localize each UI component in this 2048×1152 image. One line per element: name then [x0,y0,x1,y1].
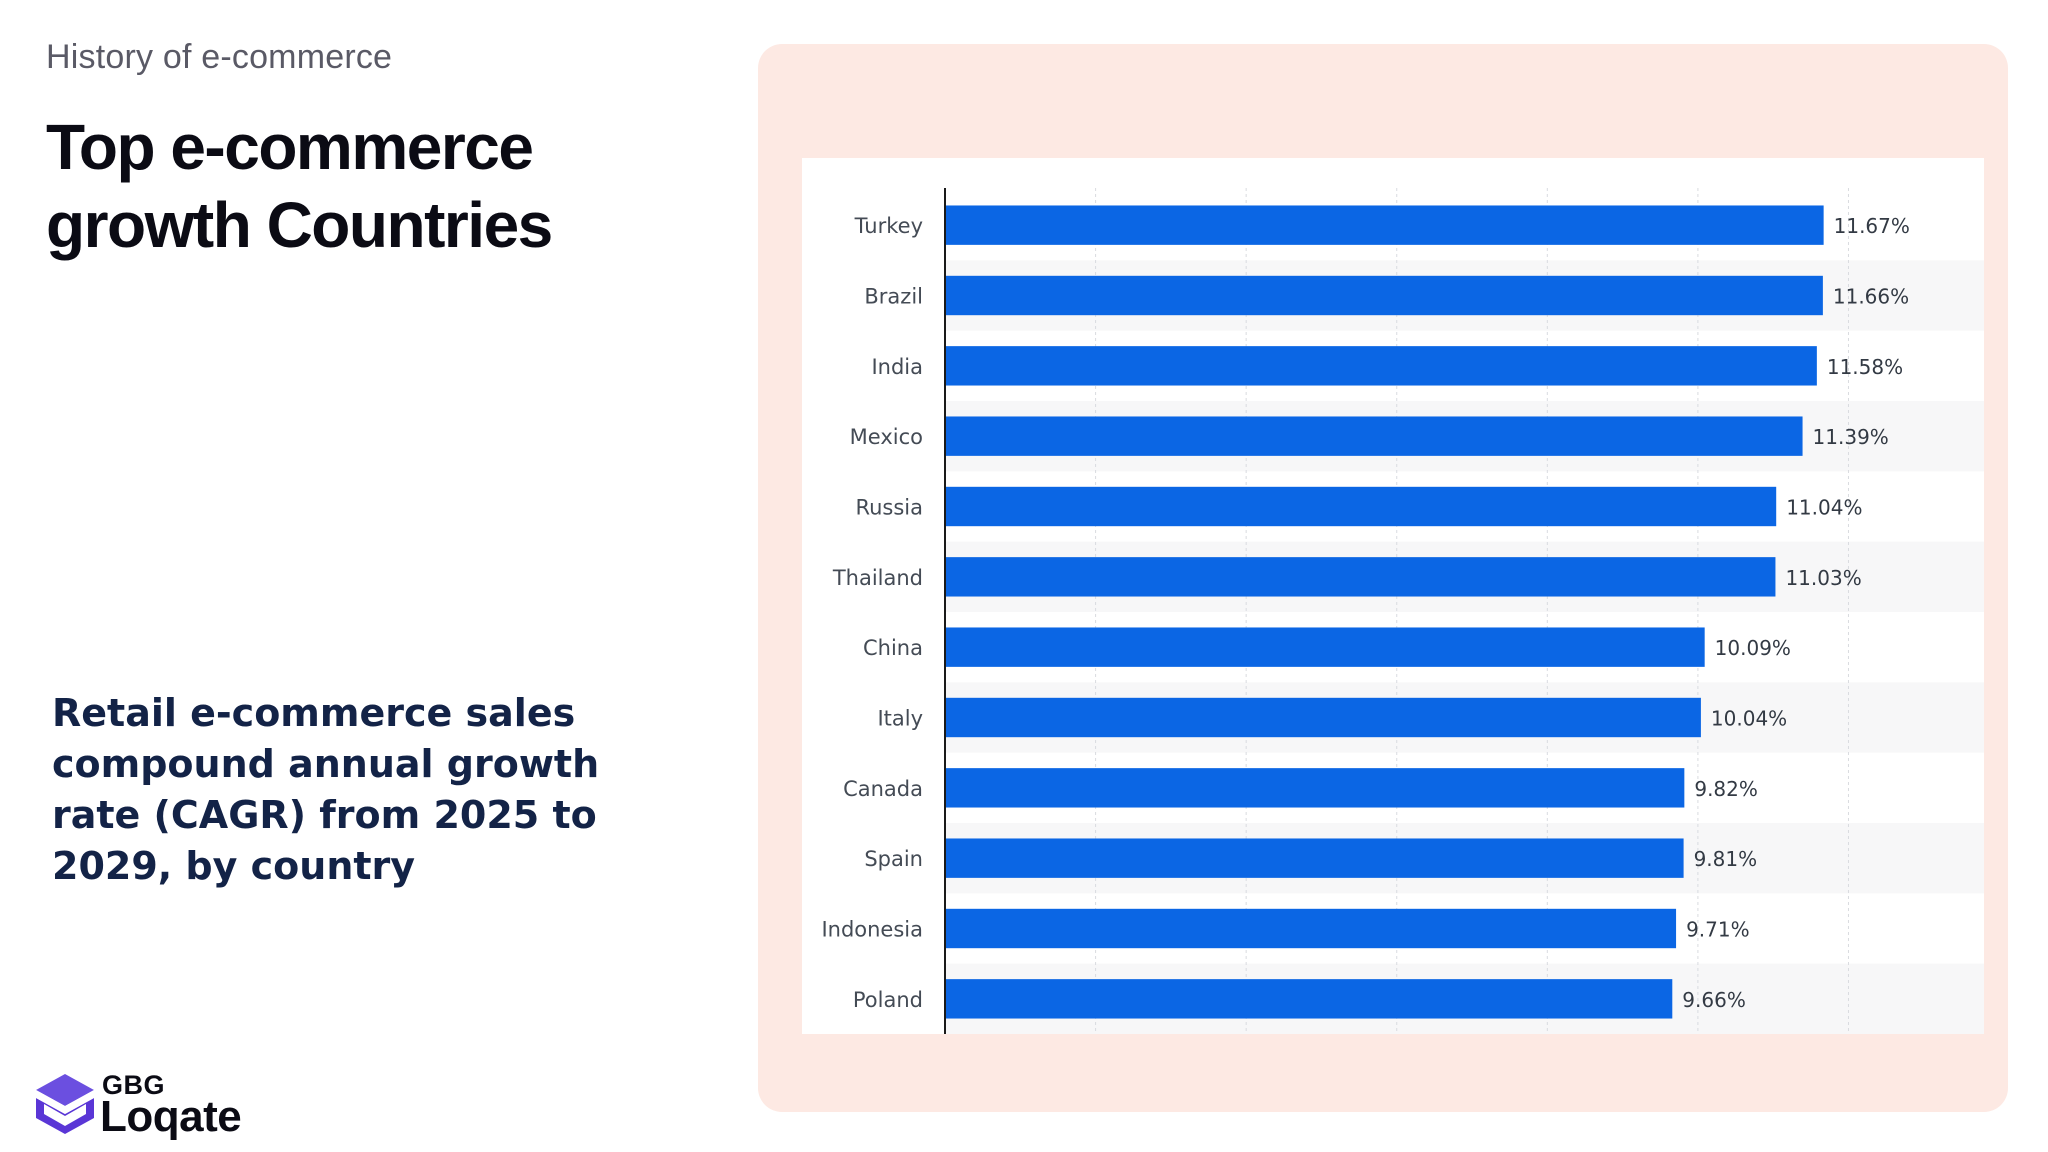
value-label: 9.81% [1694,847,1758,871]
bar-spain [945,838,1684,878]
bar-brazil [945,275,1823,316]
value-label: 9.71% [1686,918,1750,942]
bar-russia [945,486,1777,527]
category-label: Italy [877,707,923,731]
bar-chart: Turkey 11.67% Brazil 11.66% India 11.58% Mexic… [821,188,1984,1034]
brand-logo: GBG Loqate [32,1066,272,1141]
bar-turkey [945,205,1824,245]
value-label: 11.67% [1834,214,1910,238]
bar-india [945,346,1817,386]
chart-card: Turkey 11.67% Brazil 11.66% India 11.58% Mexic… [802,158,1984,1034]
chart-description: Retail e-commerce sales compound annual … [52,691,600,888]
bar-indonesia [945,908,1677,949]
value-label: 11.58% [1827,355,1903,379]
category-label: India [871,355,923,379]
section-eyebrow: History of e-commerce [46,38,393,76]
bar-italy [945,697,1701,738]
value-label: 11.39% [1813,425,1889,449]
slide-title: Top e-commerce growth Countries [46,108,686,264]
logo-gbg-text: GBG [102,1070,166,1100]
value-label: 9.66% [1682,988,1746,1012]
bar-canada [945,768,1685,808]
bar-thailand [945,557,1776,597]
value-label: 11.66% [1833,285,1909,309]
category-label: Canada [843,777,923,801]
value-label: 11.03% [1785,566,1861,590]
category-label: Turkey [854,214,923,238]
category-label: China [863,636,923,660]
category-label: Indonesia [821,918,923,942]
logo-name-text: Loqate [100,1092,242,1141]
category-label: Russia [855,496,923,520]
slide-title-line-1: Top e-commerce [46,111,534,183]
category-label: Spain [864,847,923,871]
category-label: Thailand [832,566,923,590]
category-label: Mexico [850,425,923,449]
gbg-loqate-logo-icon [36,1074,94,1134]
value-label: 9.82% [1694,777,1758,801]
value-label: 10.04% [1711,707,1787,731]
bar-mexico [945,416,1803,456]
slide-title-line-2: growth Countries [46,189,553,261]
category-label: Brazil [864,285,923,309]
value-label: 10.09% [1715,636,1791,660]
category-label: Poland [853,988,923,1012]
bar-china [945,627,1705,667]
value-label: 11.04% [1786,496,1862,520]
bar-poland [945,979,1673,1019]
